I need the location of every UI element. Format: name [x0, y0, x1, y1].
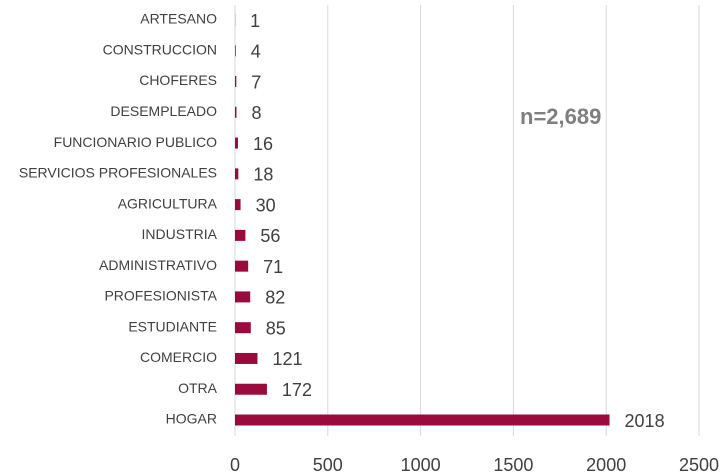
x-tick-label: 1000 — [401, 455, 441, 475]
data-label: 71 — [263, 257, 283, 277]
bar — [235, 76, 237, 88]
data-label: 4 — [251, 42, 261, 62]
bar — [235, 291, 251, 303]
y-tick-label: SERVICIOS PROFESIONALES — [19, 165, 217, 181]
bar — [235, 229, 246, 241]
y-tick-label: FUNCIONARIO PUBLICO — [54, 134, 217, 150]
y-tick-label: INDUSTRIA — [142, 226, 218, 242]
data-label: 82 — [265, 288, 285, 308]
y-tick-label: ARTESANO — [140, 11, 217, 27]
data-label: 172 — [282, 380, 312, 400]
data-label: 18 — [253, 165, 273, 185]
bar — [235, 322, 251, 334]
x-tick-label: 1500 — [493, 455, 533, 475]
bar — [235, 106, 237, 118]
bar — [235, 137, 238, 149]
x-tick-label: 2500 — [679, 455, 719, 475]
y-tick-label: ADMINISTRATIVO — [99, 257, 217, 273]
x-tick-label: 0 — [230, 455, 240, 475]
data-label: 7 — [251, 72, 261, 92]
data-label: 16 — [253, 134, 273, 154]
y-tick-label: HOGAR — [166, 411, 217, 427]
y-tick-label: DESEMPLEADO — [110, 103, 217, 119]
data-label: 30 — [256, 195, 276, 215]
bar — [235, 352, 258, 364]
annotation: n=2,689 — [520, 104, 601, 129]
y-tick-label: AGRICULTURA — [118, 195, 218, 211]
y-tick-label: COMERCIO — [140, 349, 217, 365]
y-tick-label: CHOFERES — [139, 72, 217, 88]
bar — [235, 260, 249, 272]
y-tick-label: OTRA — [178, 380, 218, 396]
data-label: 2018 — [625, 411, 665, 431]
bar — [235, 199, 241, 211]
data-label: 85 — [266, 318, 286, 338]
data-label: 121 — [272, 349, 302, 369]
bar — [235, 414, 610, 426]
x-tick-label: 500 — [313, 455, 343, 475]
data-label: 56 — [260, 226, 280, 246]
y-tick-label: PROFESIONISTA — [104, 288, 217, 304]
bar — [235, 45, 236, 57]
data-label: 8 — [251, 103, 261, 123]
bar — [235, 168, 239, 180]
y-tick-label: ESTUDIANTE — [128, 318, 217, 334]
x-tick-label: 2000 — [586, 455, 626, 475]
y-tick-label: CONSTRUCCION — [103, 41, 217, 57]
bar — [235, 383, 267, 395]
data-label: 1 — [250, 11, 260, 31]
